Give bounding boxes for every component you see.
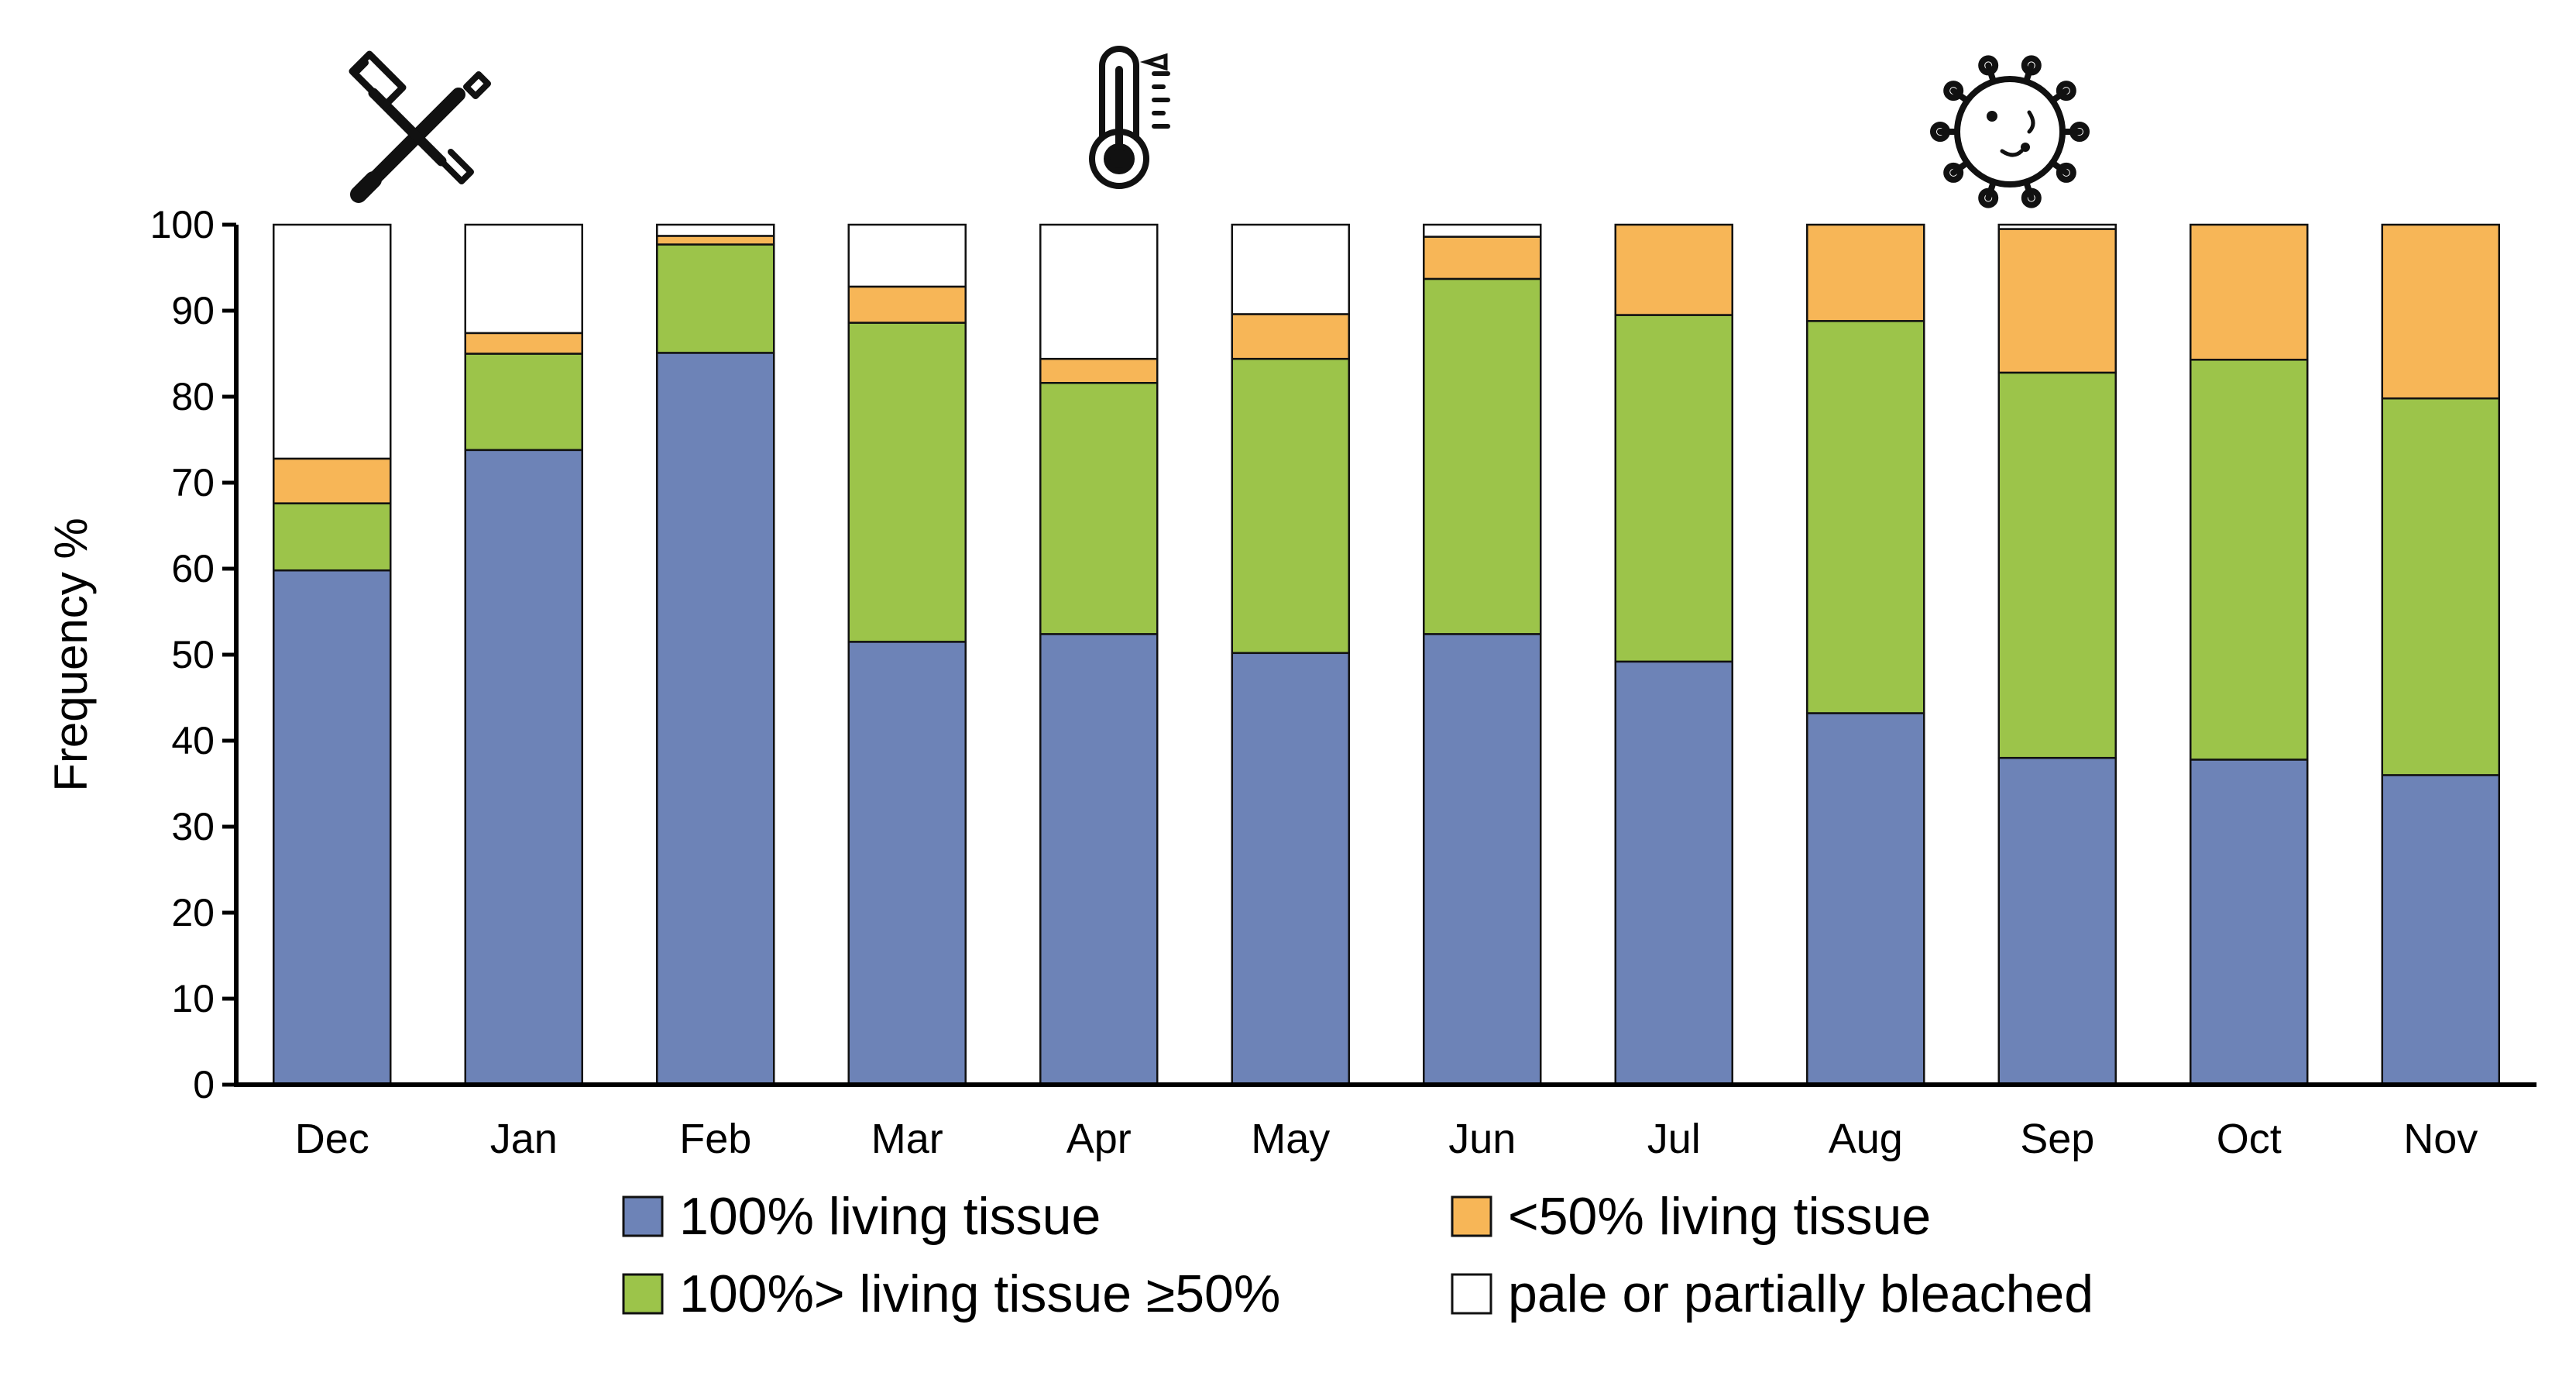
x-tick-label-apr: Apr bbox=[1066, 1116, 1132, 1162]
bar-jun-pale-or-partially-bleached bbox=[1423, 223, 1542, 238]
x-axis-tick-labels: Dec Jan Feb Mar Apr May Jun Jul Aug Sep Oct Nov bbox=[295, 1116, 2478, 1162]
legend-swatch bbox=[1451, 1273, 1492, 1315]
x-tick-label-mar: Mar bbox=[871, 1116, 943, 1162]
bar-jan-100-living-tissue bbox=[464, 449, 583, 1086]
legend-item-50-living-tissue: <50% living tissue bbox=[1451, 1187, 1931, 1246]
x-tick-label-oct: Oct bbox=[2217, 1116, 2282, 1162]
y-tick-label: 100 bbox=[150, 203, 215, 246]
y-tick-label: 30 bbox=[171, 805, 215, 848]
legend-label: pale or partially bleached bbox=[1508, 1264, 2093, 1323]
y-tick-label: 80 bbox=[171, 375, 215, 418]
x-tick-label-dec: Dec bbox=[295, 1116, 369, 1162]
y-tick-label: 90 bbox=[171, 289, 215, 332]
virus-icon bbox=[1930, 55, 2090, 208]
y-tick-label: 10 bbox=[171, 977, 215, 1020]
y-tick-label: 40 bbox=[171, 719, 215, 762]
bar-oct-100-living-tissue-50 bbox=[2190, 359, 2309, 761]
legend-swatch bbox=[622, 1195, 664, 1237]
bar-may-100-living-tissue-50 bbox=[1231, 357, 1350, 655]
x-tick-label-aug: Aug bbox=[1829, 1116, 1903, 1162]
bar-jan-pale-or-partially-bleached bbox=[464, 223, 583, 335]
y-tick-label: 70 bbox=[171, 461, 215, 504]
bar-sep-pale-or-partially-bleached bbox=[1997, 223, 2117, 230]
bar-jan-100-living-tissue-50 bbox=[464, 353, 583, 452]
bar-apr-pale-or-partially-bleached bbox=[1039, 223, 1159, 360]
legend-item-100-living-tissue-50: 100%> living tissue ≥50% bbox=[622, 1264, 1280, 1323]
bar-jun-100-living-tissue bbox=[1423, 633, 1542, 1086]
bar-jan-50-living-tissue bbox=[464, 332, 583, 355]
bar-feb-50-living-tissue bbox=[656, 235, 775, 246]
annotation-icons bbox=[349, 46, 2090, 208]
x-tick-label-jul: Jul bbox=[1647, 1116, 1701, 1162]
x-tick-label-nov: Nov bbox=[2403, 1116, 2478, 1162]
bar-feb-100-living-tissue-50 bbox=[656, 243, 775, 354]
bar-jul-50-living-tissue bbox=[1614, 223, 1733, 316]
bar-aug-100-living-tissue-50 bbox=[1806, 320, 1925, 714]
bar-nov-50-living-tissue bbox=[2381, 223, 2500, 400]
x-tick-label-may: May bbox=[1251, 1116, 1330, 1162]
bar-nov-100-living-tissue-50 bbox=[2381, 397, 2500, 776]
bar-sep-100-living-tissue bbox=[1997, 756, 2117, 1086]
bar-dec-50-living-tissue bbox=[273, 457, 392, 504]
bar-mar-50-living-tissue bbox=[847, 285, 967, 324]
y-tick-label: 20 bbox=[171, 891, 215, 934]
bar-apr-50-living-tissue bbox=[1039, 357, 1159, 384]
bar-aug-100-living-tissue bbox=[1806, 712, 1925, 1086]
bar-jun-100-living-tissue-50 bbox=[1423, 277, 1542, 635]
tools-icon bbox=[349, 50, 491, 203]
bar-may-100-living-tissue bbox=[1231, 652, 1350, 1086]
bar-may-pale-or-partially-bleached bbox=[1231, 223, 1350, 315]
bar-jul-100-living-tissue bbox=[1614, 660, 1733, 1086]
legend: 100% living tissue 100%> living tissue ≥5… bbox=[622, 1187, 2093, 1323]
bar-oct-50-living-tissue bbox=[2190, 223, 2309, 361]
legend-item-100-living-tissue: 100% living tissue bbox=[622, 1187, 1101, 1246]
y-tick-label: 0 bbox=[193, 1063, 215, 1106]
bar-nov-100-living-tissue bbox=[2381, 774, 2500, 1086]
bar-feb-pale-or-partially-bleached bbox=[656, 223, 775, 237]
bars-layer bbox=[273, 223, 2500, 1086]
y-tick-label: 50 bbox=[171, 633, 215, 676]
bar-sep-50-living-tissue bbox=[1997, 228, 2117, 374]
y-tick-label: 60 bbox=[171, 547, 215, 590]
thermometer-icon bbox=[1089, 46, 1170, 189]
bar-jul-100-living-tissue-50 bbox=[1614, 314, 1733, 663]
bar-mar-100-living-tissue-50 bbox=[847, 322, 967, 643]
bar-sep-100-living-tissue-50 bbox=[1997, 371, 2117, 759]
bar-dec-100-living-tissue-50 bbox=[273, 502, 392, 572]
x-tick-label-feb: Feb bbox=[679, 1116, 751, 1162]
bar-may-50-living-tissue bbox=[1231, 313, 1350, 360]
x-tick-label-jun: Jun bbox=[1448, 1116, 1516, 1162]
bar-aug-50-living-tissue bbox=[1806, 223, 1925, 322]
bar-jun-50-living-tissue bbox=[1423, 236, 1542, 280]
bar-feb-100-living-tissue bbox=[656, 352, 775, 1086]
legend-swatch bbox=[1451, 1195, 1492, 1237]
bar-apr-100-living-tissue-50 bbox=[1039, 381, 1159, 635]
y-axis-ticks: 0 10 20 30 40 50 60 70 80 90 100 bbox=[150, 203, 236, 1106]
bar-mar-pale-or-partially-bleached bbox=[847, 223, 967, 288]
x-tick-label-jan: Jan bbox=[490, 1116, 558, 1162]
x-tick-label-sep: Sep bbox=[2020, 1116, 2094, 1162]
legend-label: 100% living tissue bbox=[679, 1187, 1101, 1246]
y-axis-title: Frequency % bbox=[45, 518, 97, 792]
bar-apr-100-living-tissue bbox=[1039, 633, 1159, 1086]
bar-oct-100-living-tissue bbox=[2190, 759, 2309, 1086]
bar-mar-100-living-tissue bbox=[847, 641, 967, 1086]
legend-label: 100%> living tissue ≥50% bbox=[679, 1264, 1280, 1323]
legend-swatch bbox=[622, 1273, 664, 1315]
legend-label: <50% living tissue bbox=[1508, 1187, 1931, 1246]
legend-item-pale-or-partially-bleached: pale or partially bleached bbox=[1451, 1264, 2093, 1323]
bar-dec-100-living-tissue bbox=[273, 569, 392, 1086]
bar-dec-pale-or-partially-bleached bbox=[273, 223, 392, 460]
